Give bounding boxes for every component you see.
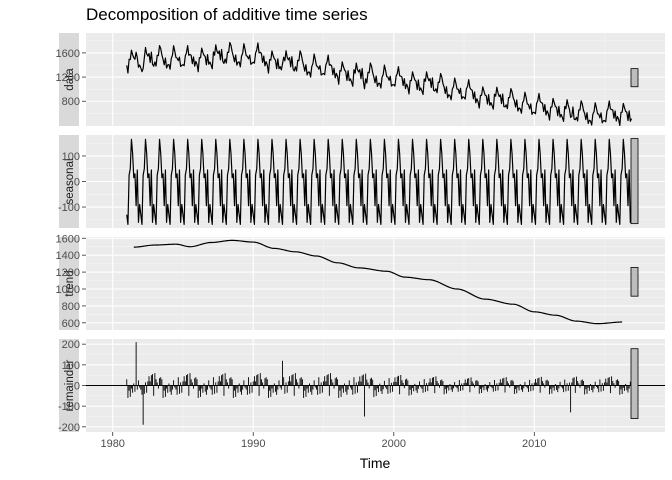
y-tick-label-remainder: 200 [62, 339, 80, 351]
range-bar-data [630, 68, 639, 88]
x-tick-label: 2010 [522, 438, 546, 450]
data-line [126, 41, 633, 126]
chart-title: Decomposition of additive time series [86, 5, 368, 24]
x-tick-label: 1990 [241, 438, 265, 450]
x-axis-title: Time [360, 455, 391, 471]
y-tick-label-trend: 1000 [56, 284, 80, 296]
series-seasonal [126, 138, 633, 226]
strip-label-remainder: remainder [64, 359, 76, 411]
strip-label-seasonal: seasonal [64, 158, 76, 204]
seasonal-line [126, 138, 633, 226]
y-tick-label-remainder: -200 [58, 422, 80, 434]
panel-remainder: remainder -200 -100 0 100 200 [58, 339, 665, 434]
y-tick-label-trend: 1600 [56, 233, 80, 245]
panel-seasonal: seasonal-100 0 100 [58, 135, 665, 228]
y-tick-label-seasonal: 100 [62, 151, 80, 163]
y-tick-label-data: 800 [62, 96, 80, 108]
y-tick-label-data: 1200 [56, 72, 80, 84]
panels: data80012001600seasonal-1000100trend6008… [56, 33, 665, 434]
series-trend [133, 239, 623, 325]
y-tick-label-remainder: 100 [62, 360, 80, 372]
strip-data [59, 33, 79, 126]
series-data [126, 41, 633, 126]
y-tick-label-remainder: 0 [74, 381, 80, 393]
x-axis: 1980 1990 2000 2010 [100, 432, 547, 450]
strip-remainder [59, 339, 79, 432]
range-bar-seasonal [630, 138, 639, 225]
range-bar-trend [630, 267, 639, 297]
strip-label-data: data [64, 68, 76, 91]
strip-seasonal [59, 135, 79, 228]
y-tick-label-trend: 1200 [56, 267, 80, 279]
y-tick-label-remainder: -100 [58, 401, 80, 413]
panel-trend: trend 600 800 1000 1200 1400 1600 [56, 233, 665, 330]
strip-label-trend: trend [64, 270, 76, 296]
y-tick-label-seasonal: 0 [74, 177, 80, 189]
range-bar-remainder [630, 348, 639, 419]
y-tick-label-trend: 600 [62, 318, 80, 330]
x-tick-label: 2000 [382, 438, 406, 450]
x-tick-label: 1980 [100, 438, 124, 450]
trend-line [133, 239, 623, 325]
y-tick-label-data: 1600 [56, 48, 80, 60]
series-remainder [86, 342, 665, 425]
panel-data: data 800 1200 1600 [56, 33, 665, 126]
y-tick-label-seasonal: -100 [58, 202, 80, 214]
y-tick-label-trend: 800 [62, 301, 80, 313]
strip-trend [59, 237, 79, 330]
panel-background-trend [86, 237, 665, 330]
y-tick-label-trend: 1400 [56, 250, 80, 262]
